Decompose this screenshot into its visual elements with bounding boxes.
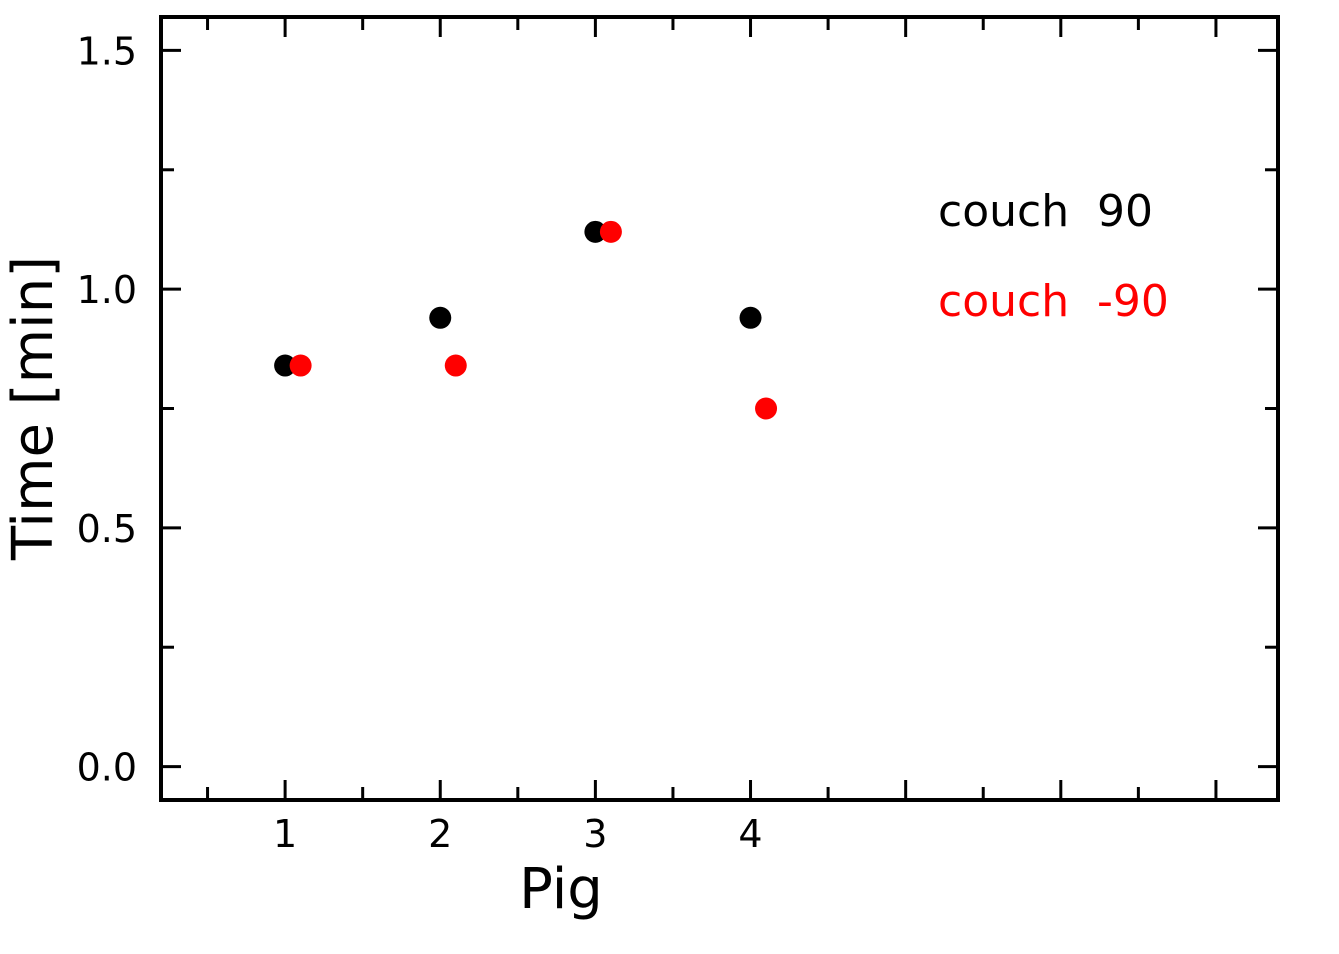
point-couch-minus-90: [755, 397, 778, 420]
y-tick-label: 1.0: [77, 268, 137, 312]
y-axis-title: Time [min]: [1, 256, 66, 561]
plot-frame: [159, 15, 1280, 802]
point-couch-minus-90: [289, 354, 312, 377]
point-couch-90: [584, 220, 607, 243]
y-ticks: [161, 48, 1278, 769]
y-tick-label: 1.5: [77, 29, 137, 73]
x-tick-label: 1: [273, 812, 297, 856]
legend-entry-couch-90: couch 90: [938, 186, 1153, 237]
point-couch-90: [739, 306, 762, 329]
point-couch-minus-90: [444, 354, 467, 377]
legend-entry-couch-minus-90: couch -90: [938, 276, 1169, 327]
y-tick-label: 0.5: [77, 507, 137, 551]
y-tick-labels: 0.0 0.5 1.0 1.5: [77, 29, 137, 789]
point-couch-90: [429, 306, 452, 329]
x-tick-label: 3: [583, 812, 607, 856]
x-axis-title: Pig: [519, 857, 603, 922]
y-tick-label: 0.0: [77, 746, 137, 790]
point-couch-90: [274, 354, 297, 377]
x-tick-label: 2: [428, 812, 452, 856]
data-points: [274, 220, 778, 420]
point-couch-minus-90: [599, 220, 622, 243]
legend: couch 90 couch -90: [938, 186, 1169, 327]
x-minor-ticks: [206, 17, 1218, 800]
x-tick-labels: 1 2 3 4: [273, 812, 763, 856]
x-tick-label: 4: [738, 812, 762, 856]
